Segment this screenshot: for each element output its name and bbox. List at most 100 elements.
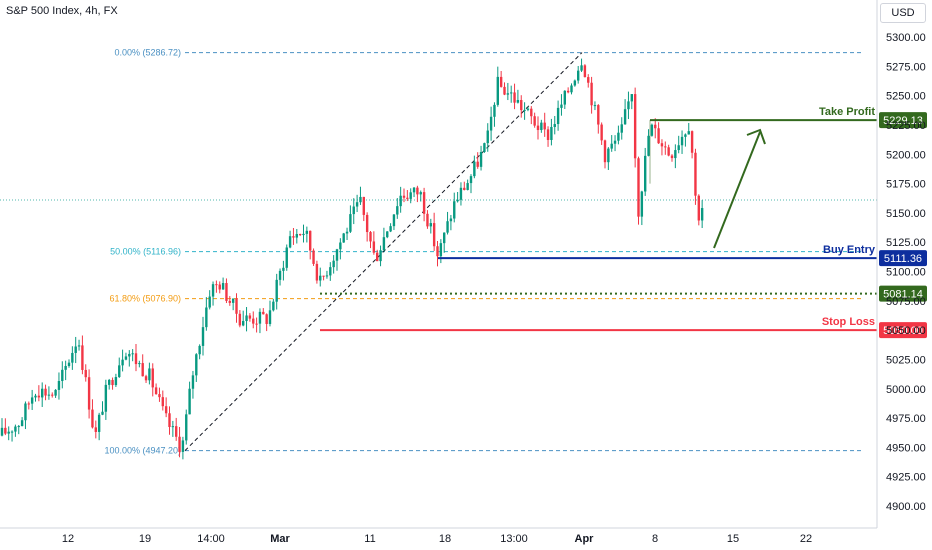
level-price-label: 5081.14 [883, 289, 923, 301]
candle-body [278, 270, 282, 280]
candle-body [138, 363, 141, 365]
candle-body [580, 65, 583, 71]
candle-body [319, 275, 322, 281]
candle-body [171, 426, 175, 428]
level-price-tag [879, 112, 927, 129]
candle-body [633, 94, 637, 159]
candle-body [657, 128, 660, 144]
candle-body [235, 298, 238, 314]
candle-body [295, 234, 298, 238]
candle-body [593, 105, 597, 107]
candle-body [630, 94, 633, 102]
candle-body [660, 143, 664, 147]
candle-body [650, 124, 654, 136]
candle-body [443, 232, 446, 244]
candle-body [463, 187, 466, 190]
candle-body [479, 152, 483, 167]
candle-body [198, 345, 201, 355]
fibonacci-levels: 0.00% (5286.72) 50.00% (5116.96) 61.80% (5… [104, 48, 862, 456]
level-label: Buy Entry [823, 244, 876, 256]
y-tick-label: 5175.00 [886, 179, 926, 191]
fib-level-label: 100.00% (4947.20) [104, 446, 181, 456]
candle-body [124, 356, 128, 360]
candle-body [91, 409, 94, 428]
candle-body [185, 414, 188, 441]
candle-body [175, 426, 178, 437]
y-tick-label: 5300.00 [886, 32, 926, 44]
candle-body [302, 233, 305, 236]
candle-body [563, 90, 566, 105]
candle-body [386, 231, 389, 238]
candle-body [57, 380, 61, 390]
level-price-label: 5111.36 [884, 253, 922, 265]
candle-body [17, 426, 20, 428]
candle-body [14, 426, 17, 432]
candle-body [399, 195, 402, 207]
candle-body [134, 353, 138, 365]
candle-body [426, 213, 429, 227]
candle-body [64, 365, 67, 370]
candle-body [47, 394, 51, 396]
candle-body [684, 134, 687, 137]
candle-body [640, 191, 644, 217]
x-tick-label: 14:00 [197, 533, 225, 545]
currency-button[interactable]: USD [880, 3, 926, 23]
level-price-label: 5050.00 [883, 325, 923, 337]
candle-body [355, 202, 359, 207]
candle-body [329, 267, 332, 276]
candle-body [406, 197, 409, 199]
candle-body [372, 241, 376, 253]
candle-body [104, 384, 108, 412]
candle-body [309, 230, 312, 251]
y-tick-label: 4950.00 [886, 442, 926, 454]
level-price-tag [879, 250, 927, 267]
candle-body [195, 354, 198, 376]
candle-body [37, 395, 41, 398]
candle-body [540, 122, 543, 131]
candle-body [305, 230, 309, 234]
candle-body [654, 124, 657, 129]
candle-body [268, 310, 272, 324]
candle-body [205, 307, 208, 328]
candle-body [10, 431, 14, 433]
projection-arrow-shaft [713, 131, 761, 249]
candle-body [339, 242, 342, 250]
candle-body [255, 323, 258, 325]
x-tick-label: 15 [727, 533, 739, 545]
candle-body [637, 158, 640, 217]
candle-body [560, 104, 563, 108]
candle-body [419, 192, 422, 195]
candle-body [439, 243, 443, 257]
candle-body [573, 80, 577, 86]
candle-body [499, 76, 503, 87]
candle-body [376, 252, 379, 262]
candle-body [516, 100, 520, 103]
candle-body [322, 275, 325, 277]
candle-body [208, 296, 211, 308]
candle-body [215, 284, 218, 286]
y-tick-label: 4925.00 [886, 472, 926, 484]
annotations: Take Profit 5229.13 Buy Entry 5111.36 5081.1… [320, 106, 927, 339]
candle-body [553, 124, 556, 127]
candle-body [332, 260, 335, 268]
candle-body [335, 249, 339, 261]
candle-body [453, 201, 456, 219]
level-price-label: 5229.13 [883, 115, 923, 127]
candle-body [148, 368, 151, 381]
candle-body [315, 263, 319, 281]
candle-body [613, 140, 617, 144]
candle-body [697, 195, 700, 221]
candle-body [436, 246, 439, 257]
candle-body [644, 155, 647, 192]
candle-body [282, 267, 285, 271]
candle-body [108, 379, 111, 385]
level-label: Take Profit [819, 106, 875, 118]
candle-body [221, 283, 225, 290]
y-tick-label: 4975.00 [886, 413, 926, 425]
candle-body [627, 101, 630, 110]
candle-body [20, 420, 24, 427]
y-tick-label: 5000.00 [886, 384, 926, 396]
candles [0, 58, 704, 460]
candle-body [258, 311, 262, 324]
